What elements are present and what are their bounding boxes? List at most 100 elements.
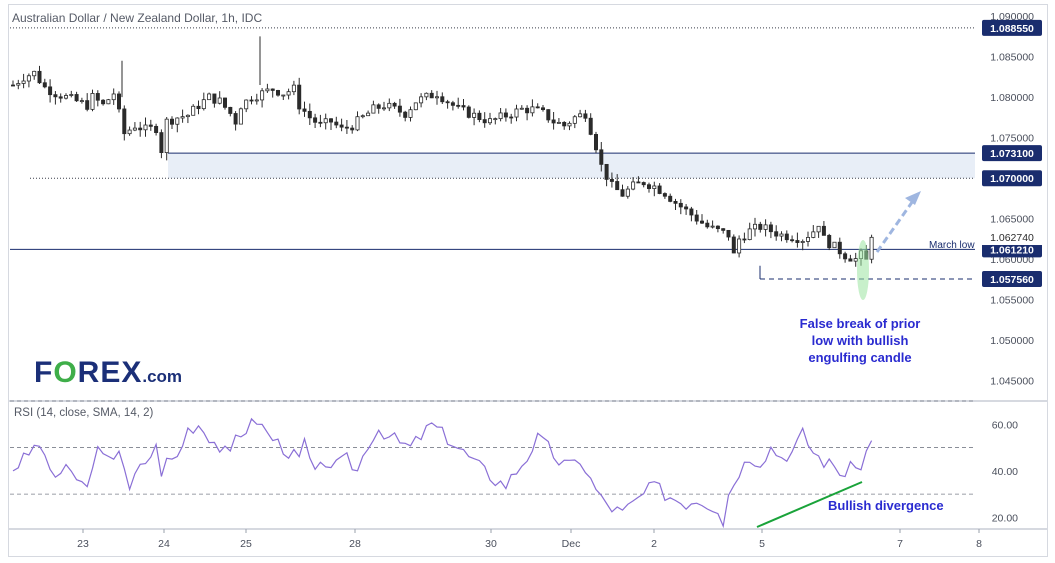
candle-body: [424, 92, 429, 98]
candle-body: [567, 122, 572, 127]
candle-body: [466, 106, 471, 118]
annotation-line-1: False break of prior: [799, 316, 921, 331]
annotation-line-2: low with bullish: [811, 333, 909, 348]
candle-body: [615, 181, 620, 191]
time-tick-label: 28: [349, 538, 361, 550]
candle-body: [530, 106, 535, 114]
rsi-pane-frame: [8, 401, 1048, 529]
time-tick-label: 25: [240, 538, 252, 550]
candle-body: [620, 189, 625, 197]
candle-body: [207, 93, 212, 101]
chart-title: Australian Dollar / New Zealand Dollar, …: [12, 11, 263, 25]
candle-body: [821, 225, 826, 236]
candle-body: [286, 91, 291, 96]
price-level-tag: [982, 241, 1042, 258]
candle-body: [594, 134, 599, 151]
candle-body: [69, 94, 74, 96]
time-tick-label: Dec: [562, 538, 581, 550]
candle-body: [551, 119, 556, 124]
candle-body: [397, 105, 402, 113]
candle-body: [228, 106, 233, 114]
candle-body: [461, 105, 466, 108]
candle-body: [297, 84, 302, 110]
candle-body: [784, 233, 789, 241]
candle-body: [609, 179, 614, 182]
candle-body: [832, 241, 837, 249]
price-level-label: 1.073100: [990, 148, 1034, 160]
candle-body: [445, 101, 450, 104]
price-tick-label: 1.050000: [990, 335, 1034, 347]
candle-body: [222, 97, 227, 108]
candle-body: [85, 100, 90, 110]
candle-body: [201, 99, 206, 110]
candle-body: [487, 118, 492, 124]
candle-body: [806, 237, 811, 242]
candle-body: [482, 119, 487, 124]
candle-body: [684, 206, 689, 210]
candle-body: [493, 118, 498, 121]
candle-body: [731, 236, 736, 254]
candle-body: [58, 96, 63, 99]
candle-body: [159, 132, 164, 154]
candle-body: [843, 253, 848, 260]
price-pane-frame: [8, 4, 1048, 401]
candle-body: [79, 100, 84, 102]
march-low-label: March low: [929, 240, 975, 251]
candle-body: [180, 116, 185, 119]
candle-body: [625, 188, 630, 197]
time-tick-label: 24: [158, 538, 170, 550]
candle-body: [631, 181, 636, 190]
candle-body: [652, 185, 657, 189]
candle-body: [572, 116, 577, 124]
candle-body: [42, 82, 47, 88]
rsi-title: RSI (14, close, SMA, 14, 2): [14, 407, 154, 419]
candle-body: [848, 258, 853, 262]
rsi-tick-label: 20.00: [992, 512, 1018, 524]
candle-body: [148, 124, 153, 127]
candle-body: [164, 118, 169, 154]
candle-body: [737, 238, 742, 254]
candle-body: [647, 184, 652, 189]
candle-body: [562, 121, 567, 127]
candle-body: [816, 225, 821, 233]
candle-body: [456, 104, 461, 107]
candle-body: [106, 99, 111, 105]
candle-body: [185, 114, 190, 118]
candle-body: [583, 113, 588, 119]
candle-body: [721, 228, 726, 231]
candle-body: [238, 108, 243, 125]
candle-body: [742, 238, 747, 241]
candle-body: [790, 239, 795, 242]
candle-body: [811, 231, 816, 238]
candle-body: [217, 97, 222, 104]
price-tick-label: 1.085000: [990, 52, 1034, 64]
logo-rex: REX: [77, 356, 143, 389]
candle-body: [117, 93, 122, 110]
candle-body: [657, 185, 662, 194]
candle-body: [673, 201, 678, 204]
candle-body: [869, 236, 874, 260]
candle-body: [111, 93, 116, 101]
engulfing-highlight: [857, 240, 869, 300]
price-level-label: 1.088550: [990, 23, 1034, 35]
annotation-line-3: engulfing candle: [808, 350, 912, 365]
candle-body: [265, 88, 270, 92]
candle-body: [429, 92, 434, 99]
candle-body: [143, 124, 148, 131]
candle-body: [95, 93, 100, 101]
candle-body: [323, 118, 328, 124]
candle-body: [371, 104, 376, 114]
price-tick-label: 1.075000: [990, 133, 1034, 145]
candle-body: [381, 107, 386, 110]
candle-body: [366, 112, 371, 117]
candle-body: [307, 110, 312, 119]
candle-body: [138, 127, 143, 131]
candle-body: [244, 99, 249, 110]
candle-body: [413, 102, 418, 111]
projection-arrow: [875, 197, 917, 253]
candle-body: [26, 75, 31, 82]
price-level-label: 1.057560: [990, 274, 1034, 286]
candle-body: [705, 222, 710, 228]
candle-body: [774, 231, 779, 237]
candle-body: [32, 70, 37, 77]
